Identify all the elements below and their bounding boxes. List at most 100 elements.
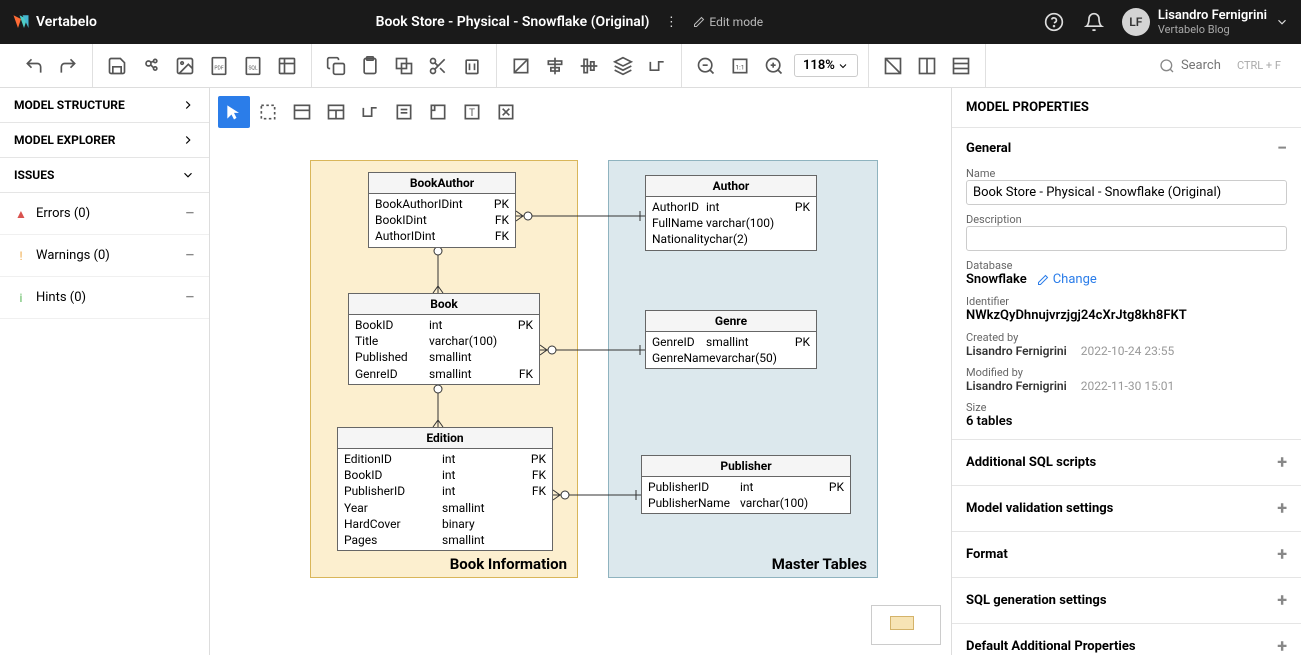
search-hint: CTRL + F [1237, 59, 1281, 72]
table-title: Author [646, 176, 816, 197]
sql-button[interactable]: SQL [239, 52, 267, 80]
logo[interactable]: Vertabelo [12, 13, 97, 31]
column-row: Yearsmallint [344, 500, 546, 516]
name-label: Name [966, 167, 1287, 180]
issue-item[interactable]: iHints (0)− [0, 277, 209, 319]
collapsed-section[interactable]: SQL generation settings+ [952, 578, 1301, 624]
column-row: EditionIDintPK [344, 451, 546, 467]
view1-button[interactable] [879, 52, 907, 80]
help-icon[interactable] [1042, 10, 1066, 34]
column-type: varchar(100) [429, 333, 509, 349]
column-name: BookAuthorID [375, 196, 449, 212]
column-name: Year [344, 500, 442, 516]
pdf-button[interactable]: PDF [205, 52, 233, 80]
cut-button[interactable] [424, 52, 452, 80]
column-key [820, 495, 844, 511]
minimap[interactable] [871, 605, 941, 645]
collapsed-section[interactable]: Default Additional Properties+ [952, 624, 1301, 655]
align-v-button[interactable] [575, 52, 603, 80]
zoom-reset-button[interactable]: 1:1 [726, 52, 754, 80]
column-row: Pagessmallint [344, 532, 546, 548]
table-publisher[interactable]: PublisherPublisherIDintPKPublisherNameva… [641, 455, 851, 514]
modified-by-name: Lisandro Fernigrini [966, 379, 1067, 393]
view-tool[interactable] [320, 96, 352, 128]
description-input[interactable] [966, 226, 1287, 251]
logo-icon [12, 13, 30, 31]
collapsed-section[interactable]: Additional SQL scripts+ [952, 440, 1301, 486]
brand-name: Vertabelo [36, 14, 97, 30]
table-book[interactable]: BookBookIDintPKTitlevarchar(100)Publishe… [348, 293, 540, 385]
duplicate-button[interactable] [390, 52, 418, 80]
table-columns: PublisherIDintPKPublisherNamevarchar(100… [642, 477, 850, 513]
copy-button[interactable] [322, 52, 350, 80]
change-database-link[interactable]: Change [1037, 272, 1097, 287]
search-box[interactable]: CTRL + F [1159, 58, 1281, 74]
column-type: int [442, 451, 522, 467]
view3-button[interactable] [947, 52, 975, 80]
layers-button[interactable] [609, 52, 637, 80]
undo-button[interactable] [20, 52, 48, 80]
text-tool[interactable]: T [456, 96, 488, 128]
column-row: BookIDintFK [344, 467, 546, 483]
view2-button[interactable] [913, 52, 941, 80]
column-name: HardCover [344, 516, 442, 532]
section-model-explorer[interactable]: MODEL EXPLORER [0, 123, 209, 158]
zoom-out-button[interactable] [692, 52, 720, 80]
save-button[interactable] [103, 52, 131, 80]
paste-button[interactable] [356, 52, 384, 80]
column-name: GenreID [652, 334, 706, 350]
search-input[interactable] [1181, 58, 1231, 73]
shortcut-tool[interactable] [490, 96, 522, 128]
bell-icon[interactable] [1082, 10, 1106, 34]
column-type: int [442, 467, 522, 483]
section-issues[interactable]: ISSUES [0, 158, 209, 193]
zoom-select[interactable]: 118% [794, 54, 858, 77]
column-type: int [740, 479, 820, 495]
collapsed-section[interactable]: Model validation settings+ [952, 486, 1301, 532]
delete-button[interactable] [458, 52, 486, 80]
canvas[interactable]: Book InformationMaster TablesBookAuthorB… [210, 88, 951, 655]
column-type: int [449, 196, 494, 212]
column-key: FK [522, 467, 546, 483]
table-columns: GenreIDsmallintPKGenreNamevarchar(50) [646, 332, 816, 368]
document-menu-icon[interactable]: ⋮ [659, 10, 683, 34]
table-edition[interactable]: EditionEditionIDintPKBookIDintFKPublishe… [337, 427, 553, 551]
topbar: Vertabelo Book Store - Physical - Snowfl… [0, 0, 1301, 44]
table-columns: BookIDintPKTitlevarchar(100)Publishedsma… [349, 315, 539, 384]
column-key [509, 349, 533, 365]
arrange-button[interactable] [507, 52, 535, 80]
column-type: varchar(100) [740, 495, 820, 511]
image-button[interactable] [171, 52, 199, 80]
section-model-structure[interactable]: MODEL STRUCTURE [0, 88, 209, 123]
collapsed-section[interactable]: Format+ [952, 532, 1301, 578]
route-button[interactable] [643, 52, 671, 80]
region-label: Book Information [450, 555, 567, 573]
xml-button[interactable] [273, 52, 301, 80]
table-genre[interactable]: GenreGenreIDsmallintPKGenreNamevarchar(5… [645, 310, 817, 369]
right-panel: MODEL PROPERTIES General − Name Descript… [951, 88, 1301, 655]
redo-button[interactable] [54, 52, 82, 80]
general-header[interactable]: General − [966, 138, 1287, 159]
topbar-center: Book Store - Physical - Snowflake (Origi… [97, 10, 1042, 34]
share-button[interactable] [137, 52, 165, 80]
issue-item[interactable]: ▲Errors (0)− [0, 193, 209, 235]
table-book_author[interactable]: BookAuthorBookAuthorIDintPKBookIDintFKAu… [368, 172, 516, 248]
area-tool[interactable] [422, 96, 454, 128]
table-tool[interactable] [286, 96, 318, 128]
user-subtitle: Vertabelo Blog [1158, 23, 1267, 36]
column-key [788, 350, 810, 366]
reference-tool[interactable] [354, 96, 386, 128]
select-tool[interactable] [218, 96, 250, 128]
edit-mode-button[interactable]: Edit mode [693, 15, 763, 29]
change-label: Change [1053, 272, 1097, 287]
name-input[interactable] [966, 180, 1287, 205]
issue-item[interactable]: !Warnings (0)− [0, 235, 209, 277]
collapse-icon: − [1277, 138, 1287, 159]
table-author[interactable]: AuthorAuthorIDintPKFullNamevarchar(100)N… [645, 175, 817, 251]
column-type: varchar(50) [715, 350, 788, 366]
user-menu[interactable]: LF Lisandro Fernigrini Vertabelo Blog [1122, 8, 1289, 36]
note-tool[interactable] [388, 96, 420, 128]
zoom-in-button[interactable] [760, 52, 788, 80]
align-h-button[interactable] [541, 52, 569, 80]
marquee-tool[interactable] [252, 96, 284, 128]
